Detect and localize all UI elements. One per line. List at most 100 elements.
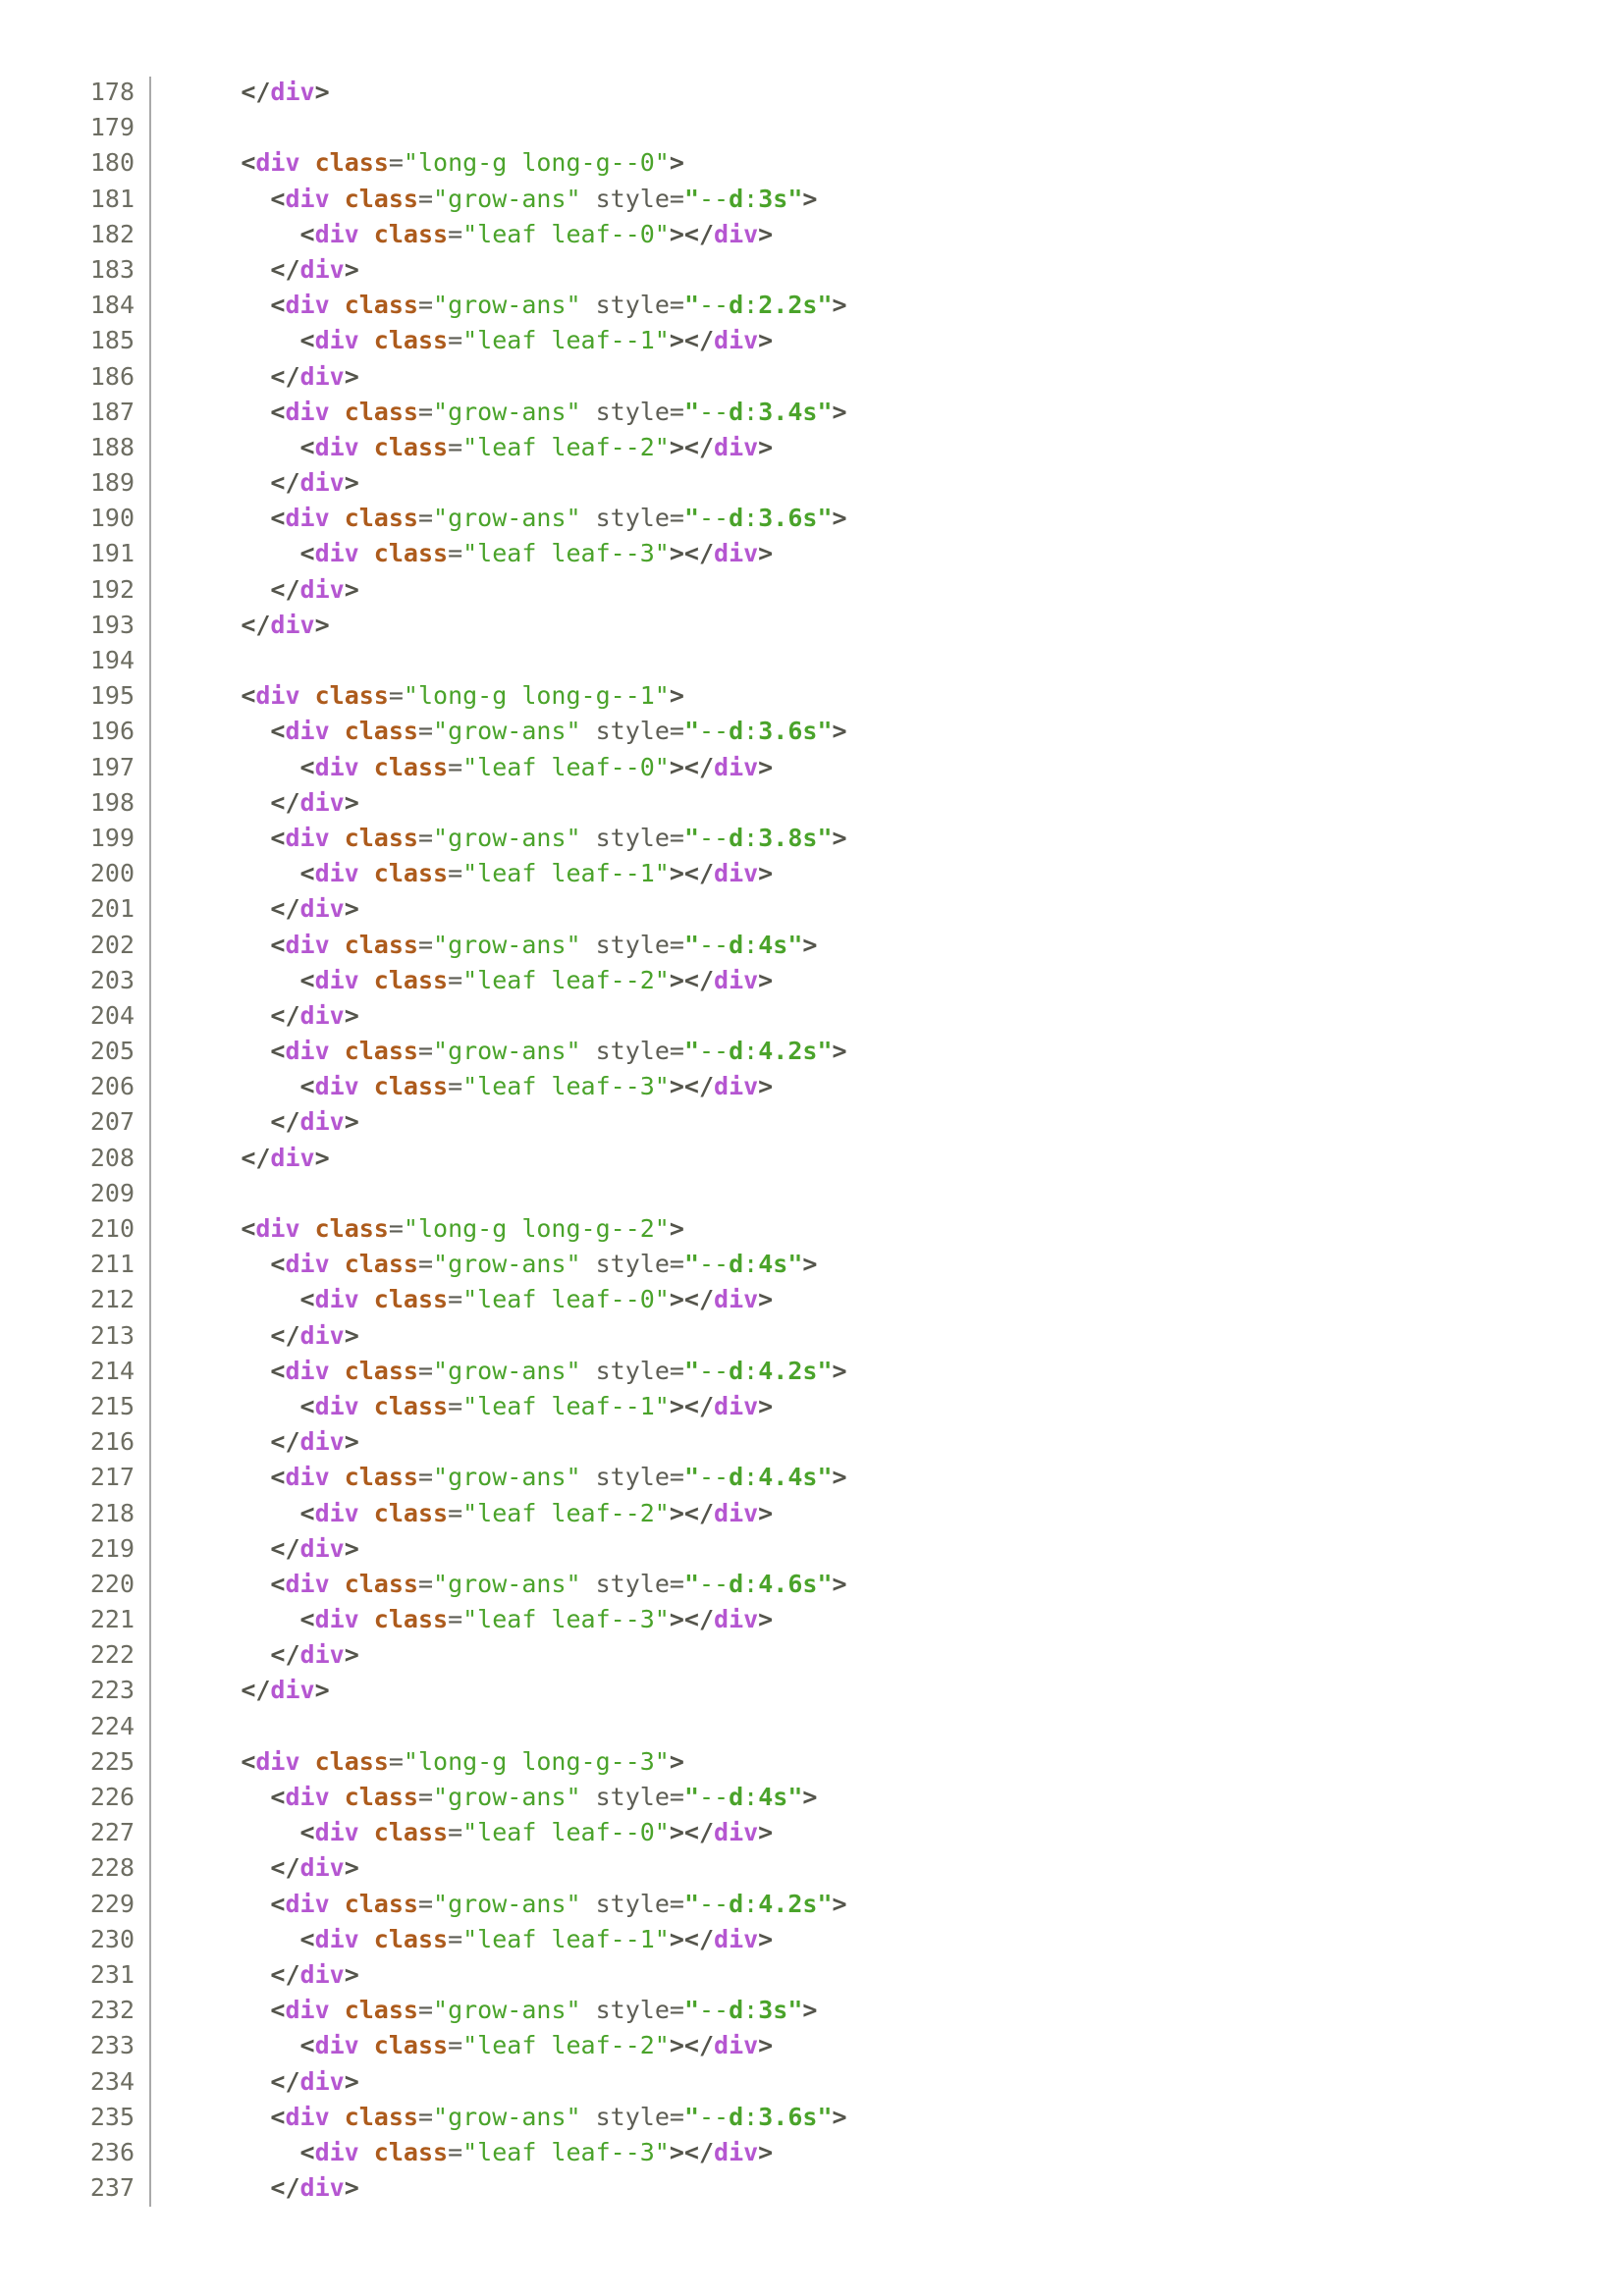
code-text[interactable]: </div> xyxy=(270,2066,359,2096)
code-text[interactable]: </div> xyxy=(270,894,359,924)
code-text[interactable]: </div> xyxy=(270,1640,359,1670)
code-line: 232 <div class="grow-ans" style="--d:3s"… xyxy=(0,1993,1623,2028)
line-number: 204 xyxy=(89,1000,135,1030)
line-number: 213 xyxy=(89,1320,135,1350)
code-text[interactable]: <div class="leaf leaf--2"></div> xyxy=(299,965,774,994)
code-line: 201 </div> xyxy=(0,891,1623,927)
line-number: 229 xyxy=(89,1889,135,1918)
code-text[interactable]: </div> xyxy=(270,1320,359,1350)
code-text[interactable]: </div> xyxy=(270,468,359,498)
code-line: 204 </div> xyxy=(0,998,1623,1034)
code-text[interactable]: <div class="leaf leaf--1"></div> xyxy=(299,326,774,355)
line-number: 197 xyxy=(89,752,135,781)
line-number: 234 xyxy=(89,2066,135,2096)
code-text[interactable]: </div> xyxy=(241,1676,330,1705)
code-text[interactable]: <div class="grow-ans" style="--d:4.2s"> xyxy=(270,1037,847,1066)
code-line: 211 <div class="grow-ans" style="--d:4s"… xyxy=(0,1247,1623,1282)
line-number: 232 xyxy=(89,1996,135,2025)
code-text[interactable]: <div class="grow-ans" style="--d:4.4s"> xyxy=(270,1463,847,1492)
code-text[interactable]: <div class="long-g long-g--2"> xyxy=(241,1214,684,1243)
code-text[interactable]: <div class="leaf leaf--1"></div> xyxy=(299,859,774,888)
line-number: 181 xyxy=(89,184,135,213)
line-number: 183 xyxy=(89,254,135,284)
code-line: 207 </div> xyxy=(0,1104,1623,1140)
line-number: 218 xyxy=(89,1498,135,1527)
code-text[interactable]: <div class="leaf leaf--2"></div> xyxy=(299,2031,774,2060)
code-text[interactable]: </div> xyxy=(270,361,359,391)
line-number: 223 xyxy=(89,1676,135,1705)
code-text[interactable]: <div class="grow-ans" style="--d:4.2s"> xyxy=(270,1356,847,1385)
code-text[interactable]: </div> xyxy=(270,1959,359,1989)
line-number: 182 xyxy=(89,219,135,248)
code-text[interactable]: </div> xyxy=(241,78,330,106)
code-text[interactable]: </div> xyxy=(270,1853,359,1883)
code-line: 193 </div> xyxy=(0,608,1623,643)
code-line: 178 </div> xyxy=(0,75,1623,110)
code-text[interactable]: <div class="leaf leaf--3"></div> xyxy=(299,1605,774,1634)
line-number: 216 xyxy=(89,1427,135,1457)
code-text[interactable]: <div class="grow-ans" style="--d:3s"> xyxy=(270,1996,818,2025)
code-line: 196 <div class="grow-ans" style="--d:3.6… xyxy=(0,714,1623,749)
code-line: 210 <div class="long-g long-g--2"> xyxy=(0,1211,1623,1247)
line-number: 185 xyxy=(89,326,135,355)
code-text[interactable]: <div class="grow-ans" style="--d:4.2s"> xyxy=(270,1889,847,1918)
code-line: 213 </div> xyxy=(0,1318,1623,1354)
code-text[interactable]: </div> xyxy=(270,2173,359,2203)
code-text[interactable]: <div class="long-g long-g--1"> xyxy=(241,681,684,711)
code-line: 186 </div> xyxy=(0,359,1623,395)
code-text[interactable]: <div class="grow-ans" style="--d:3.6s"> xyxy=(270,717,847,746)
code-text[interactable]: </div> xyxy=(241,610,330,639)
line-number: 219 xyxy=(89,1533,135,1563)
code-text[interactable]: <div class="leaf leaf--3"></div> xyxy=(299,1072,774,1101)
code-text[interactable]: <div class="leaf leaf--0"></div> xyxy=(299,219,774,248)
code-text[interactable]: <div class="leaf leaf--0"></div> xyxy=(299,752,774,781)
code-text[interactable]: <div class="leaf leaf--0"></div> xyxy=(299,1285,774,1314)
code-text[interactable]: <div class="grow-ans" style="--d:3.8s"> xyxy=(270,823,847,852)
line-number: 211 xyxy=(89,1250,135,1279)
code-text[interactable]: <div class="leaf leaf--3"></div> xyxy=(299,2137,774,2166)
code-text[interactable]: <div class="leaf leaf--1"></div> xyxy=(299,1391,774,1420)
line-number: 178 xyxy=(89,78,135,106)
code-text[interactable]: <div class="grow-ans" style="--d:3.4s"> xyxy=(270,397,847,426)
line-number: 221 xyxy=(89,1605,135,1634)
code-line: 224 xyxy=(0,1709,1623,1744)
code-text[interactable]: </div> xyxy=(270,1533,359,1563)
code-text[interactable]: </div> xyxy=(241,1143,330,1172)
line-number: 191 xyxy=(89,539,135,568)
line-number: 206 xyxy=(89,1072,135,1101)
code-text[interactable]: </div> xyxy=(270,1107,359,1137)
code-text[interactable]: </div> xyxy=(270,574,359,604)
line-number: 195 xyxy=(89,681,135,711)
code-text[interactable]: <div class="long-g long-g--0"> xyxy=(241,148,684,178)
code-text[interactable]: <div class="grow-ans" style="--d:4s"> xyxy=(270,1250,818,1279)
code-text[interactable]: <div class="leaf leaf--1"></div> xyxy=(299,1924,774,1953)
code-line: 200 <div class="leaf leaf--1"></div> xyxy=(0,856,1623,891)
line-number: 230 xyxy=(89,1924,135,1953)
code-text[interactable]: </div> xyxy=(270,1000,359,1030)
code-text[interactable]: </div> xyxy=(270,787,359,817)
line-number: 226 xyxy=(89,1783,135,1811)
line-number: 187 xyxy=(89,397,135,426)
code-text[interactable]: <div class="leaf leaf--3"></div> xyxy=(299,539,774,568)
code-text[interactable]: <div class="grow-ans" style="--d:3s"> xyxy=(270,184,818,213)
code-text[interactable]: <div class="leaf leaf--0"></div> xyxy=(299,1818,774,1847)
code-line: 180 <div class="long-g long-g--0"> xyxy=(0,145,1623,181)
code-line: 221 <div class="leaf leaf--3"></div> xyxy=(0,1602,1623,1637)
code-text[interactable]: <div class="grow-ans" style="--d:4s"> xyxy=(270,1783,818,1811)
line-number: 203 xyxy=(89,965,135,994)
code-text[interactable]: <div class="long-g long-g--3"> xyxy=(241,1746,684,1776)
code-text[interactable]: <div class="leaf leaf--2"></div> xyxy=(299,432,774,461)
code-text[interactable]: <div class="grow-ans" style="--d:3.6s"> xyxy=(270,504,847,533)
code-text[interactable]: </div> xyxy=(270,254,359,284)
code-line: 236 <div class="leaf leaf--3"></div> xyxy=(0,2135,1623,2170)
code-line: 235 <div class="grow-ans" style="--d:3.6… xyxy=(0,2100,1623,2135)
line-number: 179 xyxy=(89,113,135,142)
line-number: 237 xyxy=(89,2173,135,2203)
code-text[interactable]: <div class="grow-ans" style="--d:4.6s"> xyxy=(270,1569,847,1598)
code-text[interactable]: <div class="grow-ans" style="--d:4s"> xyxy=(270,930,818,959)
code-text[interactable]: <div class="leaf leaf--2"></div> xyxy=(299,1498,774,1527)
code-text[interactable]: <div class="grow-ans" style="--d:2.2s"> xyxy=(270,291,847,320)
line-number: 220 xyxy=(89,1569,135,1598)
code-text[interactable]: <div class="grow-ans" style="--d:3.6s"> xyxy=(270,2102,847,2131)
code-text[interactable]: </div> xyxy=(270,1427,359,1457)
